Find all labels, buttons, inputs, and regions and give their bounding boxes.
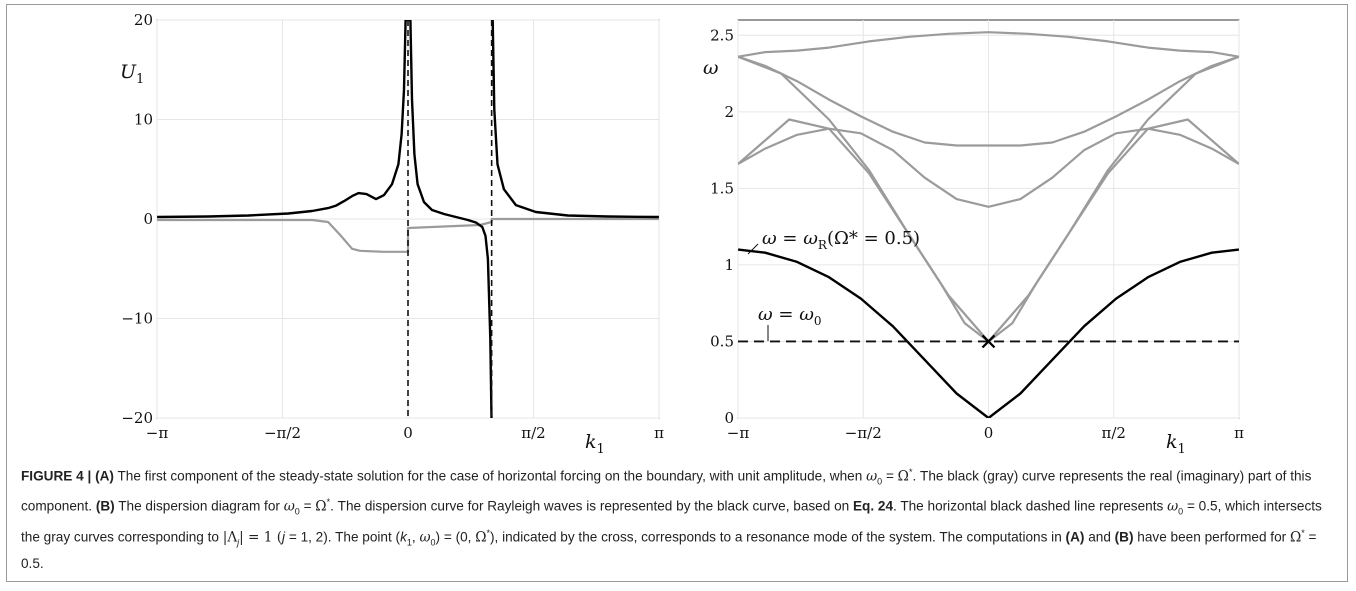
panel-b-ytick-label: 1.5 [710,179,734,197]
panel-b-ytick-label: 0.5 [710,332,734,350]
panel-b-ytick-label: 2.5 [710,26,734,44]
rayleigh-annotation: ω = ωR(Ω* = 0.5) [762,228,920,252]
panel-a-ytick-label: 10 [134,111,153,129]
caption-ref-a: (A) [95,469,114,484]
figure-caption: FIGURE 4 | (A) The first component of th… [21,462,1337,574]
panel-a-ytick-label: 20 [134,11,153,29]
panel-b-xtick-label: −π/2 [845,424,882,442]
panel-a-ytick-label: −10 [121,310,153,328]
caption-label: FIGURE 4 | [21,469,95,484]
panel-b-grid [738,20,1239,418]
panel-b-ytick-label: 2 [724,103,734,121]
panel-b-xtick-label: 0 [984,424,994,442]
panel-a-xtick-label: π/2 [521,424,545,442]
caption-eq-ref[interactable]: Eq. 24 [853,499,893,514]
panel-a-xlabel: k1 [585,431,605,457]
panel-b-ytick-label: 1 [724,256,734,274]
panel-a-ytick-label: 0 [143,210,153,228]
panel-a-ylabel: U1 [120,61,144,87]
omega0-annotation: ω = ω0 [758,304,822,328]
panel-b-xtick-label: π [1234,424,1244,442]
panel-a-xtick-label: −π/2 [264,424,301,442]
panel-a-xtick-label: π [654,424,664,442]
panel-b-ytick-label: 0 [724,409,734,427]
panel-b-xtick-label: π/2 [1102,424,1126,442]
panel-b-ylabel: ω [703,57,719,79]
panel-b-xlabel: k1 [1166,431,1186,457]
panel-a-ytick-label: −20 [121,409,153,427]
caption-ref-b: (B) [96,499,115,514]
panel-a-xtick-label: 0 [403,424,413,442]
